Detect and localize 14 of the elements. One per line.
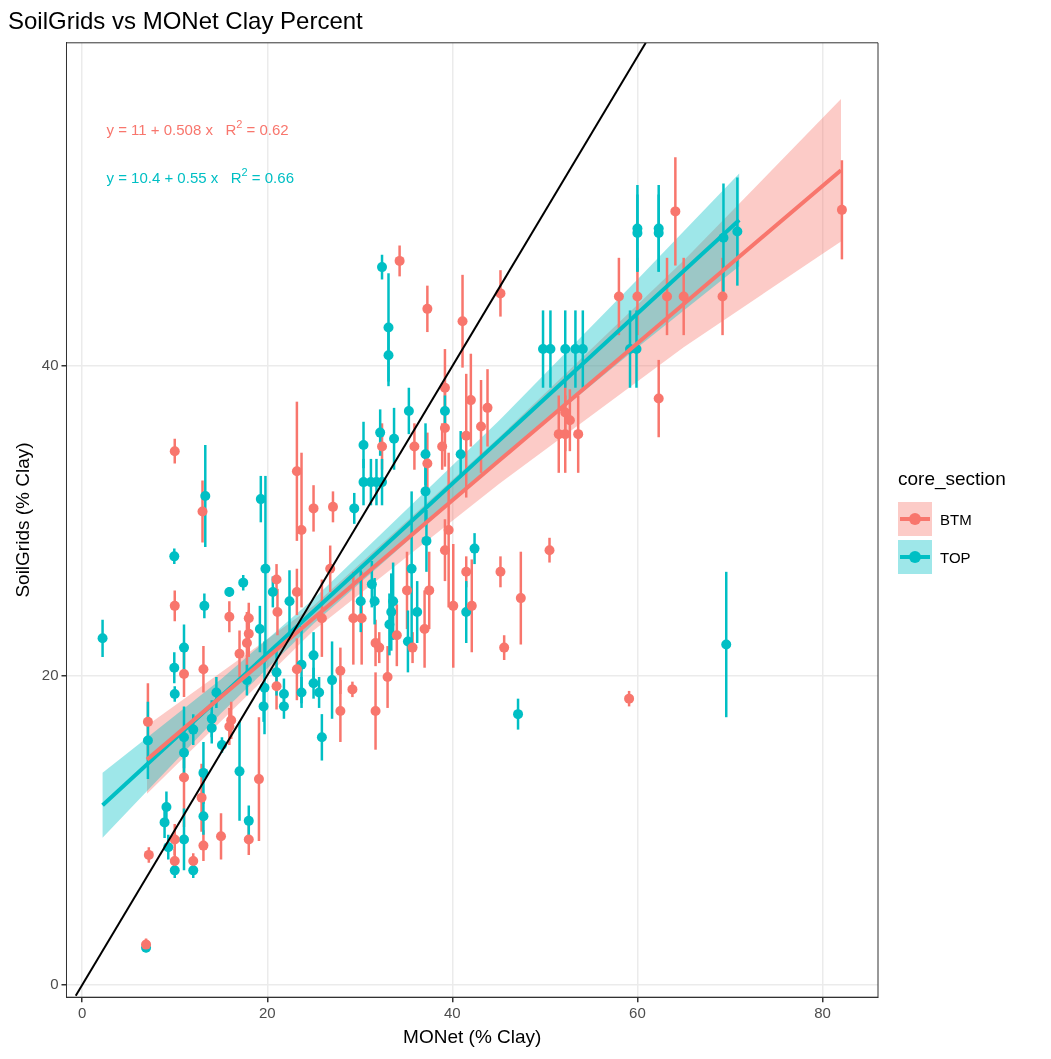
chart-title: SoilGrids vs MONet Clay Percent [8, 7, 364, 35]
x-tick-label: 60 [629, 1004, 646, 1022]
legend-label: TOP [940, 548, 971, 566]
y-tick-label: 0 [50, 974, 59, 992]
x-tick-label: 40 [444, 1004, 461, 1022]
y-axis-title: SoilGrids (% Clay) [11, 442, 33, 598]
x-axis-title: MONet (% Clay) [403, 1025, 542, 1047]
legend-label: BTM [940, 510, 972, 528]
legend-title: core_section [898, 468, 1006, 490]
x-tick-label: 0 [78, 1004, 87, 1022]
x-tick-label: 80 [814, 1004, 831, 1022]
x-tick-label: 20 [258, 1004, 276, 1022]
y-tick-label: 20 [41, 665, 59, 683]
y-tick-label: 40 [41, 356, 59, 374]
